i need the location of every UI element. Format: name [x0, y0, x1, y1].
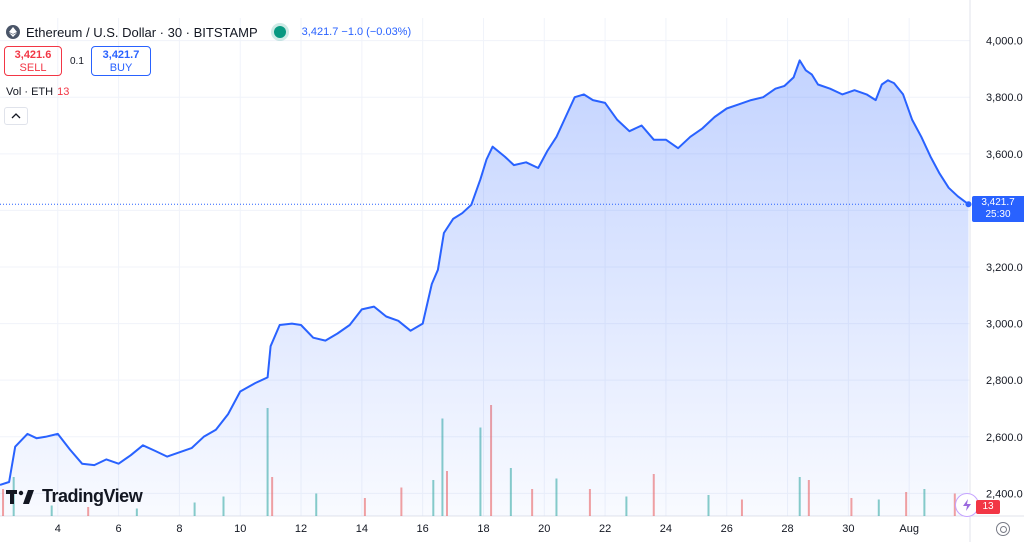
status-dot-icon	[273, 26, 286, 38]
ethereum-icon	[6, 25, 20, 39]
time-tick-label: 4	[55, 523, 61, 535]
price-tick-label: 3,000.0	[986, 319, 1023, 331]
price-tick-label: 2,400.0	[986, 488, 1023, 500]
volume-legend-label: Vol · ETH	[6, 86, 54, 98]
price-tick-label: 3,200.0	[986, 262, 1023, 274]
time-tick-label: 24	[660, 523, 672, 535]
buy-label: BUY	[109, 62, 133, 74]
time-tick-label: 6	[116, 523, 122, 535]
bar-countdown: 25:30	[985, 209, 1011, 220]
sell-label: SELL	[19, 62, 47, 74]
time-tick-label: 8	[176, 523, 182, 535]
last-price-dot	[965, 201, 972, 208]
last-price-tag-value: 3,421.7	[981, 197, 1015, 208]
time-tick-label: 22	[599, 523, 611, 535]
price-area	[0, 60, 969, 517]
tradingview-logo-icon	[6, 489, 34, 504]
time-tick-label: 10	[234, 523, 246, 535]
time-axis[interactable]: 4 6 8 10 12 14 16 18 20 22 24 26 28 30 Aug	[55, 523, 919, 535]
price-tick-label: 2,800.0	[986, 375, 1023, 387]
time-tick-label: 20	[538, 523, 550, 535]
buy-button[interactable]: 3,421.7 BUY	[91, 46, 151, 76]
price-line	[0, 59, 970, 486]
settings-icon[interactable]	[996, 522, 1010, 536]
time-tick-label: 30	[842, 523, 854, 535]
volume-legend[interactable]: Vol · ETH 13	[6, 86, 69, 98]
buy-price: 3,421.7	[102, 49, 140, 61]
price-tick-label: 3,600.0	[986, 149, 1023, 161]
time-tick-label: 28	[781, 523, 793, 535]
time-tick-label: 14	[356, 523, 368, 535]
price-axis[interactable]: 2,400.02,600.02,800.03,000.03,200.03,400…	[986, 36, 1023, 501]
spread-value: 0.1	[70, 56, 84, 67]
collapse-legend-button[interactable]	[4, 107, 28, 125]
logo-text: TradingView	[42, 486, 143, 506]
volume-legend-value: 13	[57, 86, 70, 98]
symbol-header[interactable]: Ethereum / U.S. Dollar · 30 · BITSTAMP 3…	[6, 22, 411, 42]
chevron-up-icon	[11, 113, 21, 119]
price-tick-label: 3,800.0	[986, 92, 1023, 104]
time-tick-label: Aug	[899, 523, 919, 535]
last-price-tag: 3,421.7 25:30	[972, 196, 1024, 222]
time-tick-label: 12	[295, 523, 307, 535]
lightning-icon	[963, 499, 971, 511]
volume-tag: 13	[976, 500, 1000, 514]
tradingview-logo[interactable]: TradingView	[6, 486, 143, 507]
time-tick-label: 18	[477, 523, 489, 535]
sell-price: 3,421.6	[14, 49, 52, 61]
price-tick-label: 2,600.0	[986, 432, 1023, 444]
sell-button[interactable]: 3,421.6 SELL	[4, 46, 62, 76]
symbol-title[interactable]: Ethereum / U.S. Dollar · 30 · BITSTAMP	[26, 24, 258, 40]
time-tick-label: 26	[721, 523, 733, 535]
time-tick-label: 16	[417, 523, 429, 535]
last-price-info: 3,421.7 −1.0 (−0.03%)	[301, 26, 412, 38]
price-tick-label: 4,000.0	[986, 36, 1023, 48]
